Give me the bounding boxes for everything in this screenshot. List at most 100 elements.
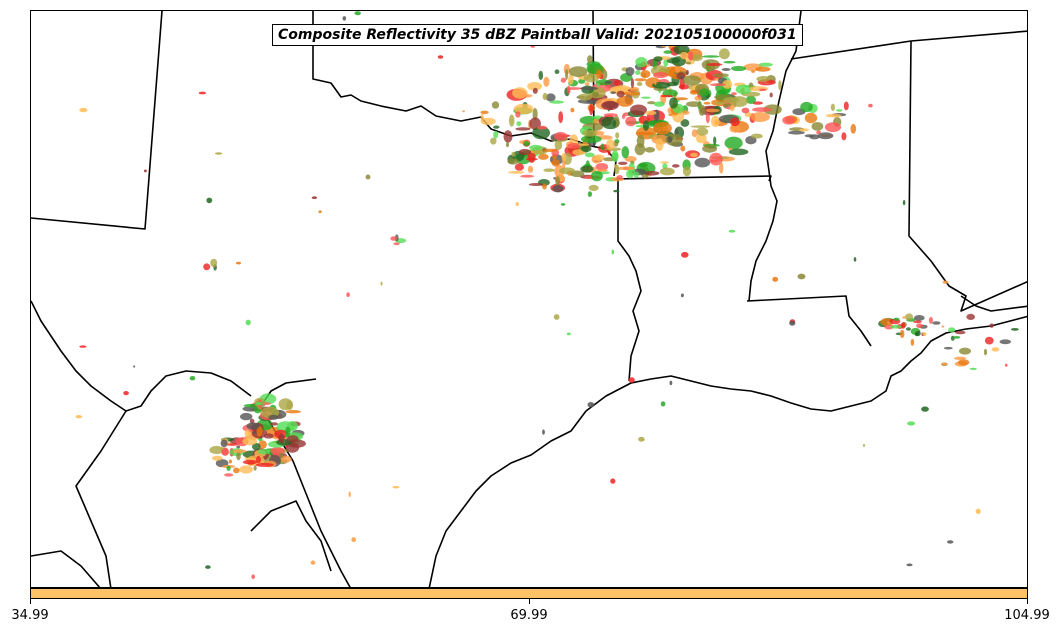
storm-cell	[212, 455, 223, 461]
storm-cell	[958, 359, 970, 366]
storm-cell	[348, 491, 351, 498]
storm-cell	[532, 108, 538, 121]
storm-cell	[850, 123, 857, 134]
storm-cell	[921, 406, 929, 412]
storm-cell	[493, 130, 499, 139]
storm-cell	[647, 101, 656, 105]
storm-cell	[542, 92, 548, 101]
storm-cell	[635, 131, 655, 136]
storm-cell	[270, 422, 278, 426]
storm-cell	[582, 129, 598, 137]
storm-cell	[728, 147, 733, 151]
storm-cell	[589, 104, 594, 116]
storm-cell	[604, 81, 613, 84]
storm-cell	[1004, 363, 1008, 367]
storm-cell	[735, 84, 752, 95]
storm-cell	[392, 485, 400, 489]
storm-cell	[913, 320, 922, 324]
storm-cell	[641, 96, 651, 99]
storm-cell	[516, 121, 522, 127]
storm-cell	[843, 101, 849, 111]
storm-cell	[554, 139, 563, 151]
storm-cell	[690, 152, 698, 158]
storm-cell	[508, 114, 515, 127]
tn-boundary	[790, 30, 1027, 60]
storm-cell	[493, 125, 500, 129]
storm-cell	[991, 347, 1000, 352]
storm-cell	[948, 327, 956, 333]
storm-cell	[910, 338, 915, 346]
storm-cell	[559, 167, 576, 175]
storm-cell	[612, 120, 617, 127]
map-panel[interactable]: Composite Reflectivity 35 dBZ Paintball …	[30, 10, 1028, 588]
storm-cell	[685, 61, 692, 65]
storm-cell	[682, 166, 692, 177]
storm-cell	[545, 93, 556, 102]
storm-cell	[506, 142, 509, 148]
storm-cell	[900, 329, 905, 339]
storm-cell	[669, 97, 678, 109]
storm-cell	[587, 191, 593, 197]
storm-cell	[549, 100, 564, 104]
storm-cell	[702, 144, 718, 153]
storm-cell	[789, 320, 796, 326]
storm-cell	[226, 465, 231, 471]
gulf-coast	[428, 315, 1027, 587]
storm-cell	[560, 77, 567, 83]
storm-cell	[79, 107, 88, 113]
storm-cell	[568, 73, 574, 86]
storm-cell	[714, 78, 719, 81]
storm-cell	[617, 166, 635, 171]
storm-cell	[587, 55, 593, 64]
storm-cell	[841, 132, 847, 141]
storm-cell	[285, 426, 291, 438]
storm-cell	[596, 169, 609, 172]
storm-cell	[906, 563, 913, 567]
storm-cell	[659, 167, 675, 176]
storm-cell	[741, 107, 750, 114]
storm-cell	[763, 104, 782, 115]
storm-cell	[542, 148, 558, 152]
storm-cell	[286, 400, 294, 410]
storm-cell	[830, 103, 836, 112]
storm-cell	[538, 153, 549, 160]
storm-cell	[462, 110, 465, 113]
storm-cell	[625, 116, 637, 127]
storm-cell	[698, 104, 706, 116]
storm-cell	[688, 51, 694, 61]
storm-cell	[590, 170, 603, 182]
storm-cell	[635, 70, 641, 75]
storm-cell	[694, 157, 711, 168]
storm-cell	[318, 210, 322, 213]
storm-cell	[246, 422, 260, 430]
storm-cell	[558, 111, 564, 124]
storm-cell	[568, 66, 588, 77]
storm-cell	[380, 281, 383, 286]
storm-cell	[621, 114, 626, 119]
storm-cell	[745, 95, 757, 104]
storm-cell	[205, 565, 211, 569]
storm-cell	[251, 574, 255, 579]
storm-cell	[346, 292, 350, 298]
storm-cell	[616, 90, 625, 98]
storm-cell	[941, 325, 945, 328]
storm-cell	[755, 66, 771, 72]
storm-cell	[679, 76, 684, 79]
storm-cell	[507, 158, 519, 165]
mississippi-river	[748, 11, 802, 302]
storm-cell	[633, 171, 639, 178]
storm-cell	[256, 425, 263, 437]
storm-cell	[596, 82, 600, 87]
storm-cell	[560, 203, 566, 206]
storm-cell	[653, 109, 660, 122]
storm-cell	[511, 151, 516, 157]
storm-cell	[713, 136, 717, 145]
storm-cell	[551, 159, 560, 167]
storm-cell	[800, 101, 813, 113]
storm-cell	[902, 316, 906, 319]
storm-cell	[133, 365, 136, 368]
storm-cell	[592, 91, 600, 98]
storm-cell	[514, 163, 524, 171]
storm-cell	[725, 103, 732, 107]
storm-cell	[214, 152, 223, 155]
